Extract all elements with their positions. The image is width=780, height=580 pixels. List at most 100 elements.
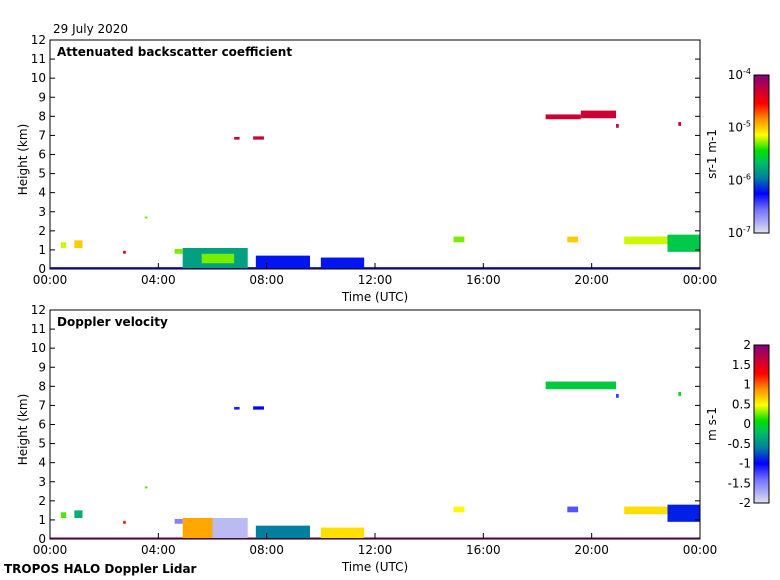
panel-title: Doppler velocity xyxy=(57,315,168,329)
colorbar-tick-label: 10-7 xyxy=(728,225,751,240)
data-patch xyxy=(624,506,668,515)
y-tick-label: 7 xyxy=(38,128,46,142)
data-patch xyxy=(667,504,700,522)
y-tick-label: 9 xyxy=(38,90,46,104)
colorbar-tick-label: 10-4 xyxy=(728,67,751,82)
x-tick-label: 08:00 xyxy=(249,273,284,287)
x-tick-label: 08:00 xyxy=(249,543,284,557)
x-tick-label: 16:00 xyxy=(466,273,501,287)
data-patch xyxy=(144,486,148,489)
plot-frame xyxy=(49,309,701,540)
data-patch xyxy=(234,406,240,410)
data-patch xyxy=(253,136,264,140)
y-tick-label: 3 xyxy=(38,475,46,489)
x-axis-label: Time (UTC) xyxy=(341,290,408,304)
data-patch xyxy=(580,110,617,119)
x-tick-label: 04:00 xyxy=(141,543,176,557)
data-patch xyxy=(253,406,264,410)
y-tick-label: 3 xyxy=(38,205,46,219)
y-tick-label: 2 xyxy=(38,494,46,508)
colorbar xyxy=(753,344,770,504)
panel-title: Attenuated backscatter coefficient xyxy=(57,45,292,59)
y-tick-label: 10 xyxy=(31,341,46,355)
data-patch xyxy=(545,381,617,390)
y-tick-label: 2 xyxy=(38,224,46,238)
x-tick-label: 12:00 xyxy=(358,273,393,287)
data-patch xyxy=(453,506,465,513)
x-tick-label: 20:00 xyxy=(574,273,609,287)
data-patch xyxy=(255,525,310,539)
colorbar-label-velocity: m s-1 xyxy=(705,407,719,441)
y-tick-label: 10 xyxy=(31,71,46,85)
y-tick-label: 12 xyxy=(31,33,46,47)
y-tick-label: 6 xyxy=(38,418,46,432)
data-patch xyxy=(174,248,183,254)
colorbar-tick-label: 1.5 xyxy=(732,358,751,372)
y-tick-label: 7 xyxy=(38,398,46,412)
data-patch xyxy=(545,114,581,120)
x-tick-label: 00:00 xyxy=(33,273,68,287)
y-tick-label: 5 xyxy=(38,167,46,181)
data-patch xyxy=(624,236,668,245)
y-tick-label: 11 xyxy=(31,52,46,66)
data-patch xyxy=(74,510,83,519)
x-tick-label: 12:00 xyxy=(358,543,393,557)
data-patch xyxy=(320,527,365,539)
y-tick-label: 4 xyxy=(38,456,46,470)
data-patch xyxy=(255,255,310,269)
footer-label: TROPOS HALO Doppler Lidar xyxy=(4,562,197,576)
y-tick-label: 5 xyxy=(38,437,46,451)
colorbar-tick-label: -1.5 xyxy=(728,476,751,490)
data-patch xyxy=(678,122,682,126)
plot-frame xyxy=(49,39,701,270)
y-tick-label: 0 xyxy=(38,532,46,546)
y-tick-label: 1 xyxy=(38,513,46,527)
colorbar-tick-label: 2 xyxy=(743,338,751,352)
x-tick-label: 00:00 xyxy=(683,543,718,557)
y-axis-label: Height (km) xyxy=(16,394,30,465)
colorbar xyxy=(753,74,770,234)
data-patch xyxy=(616,393,619,398)
data-patch xyxy=(144,216,148,219)
y-tick-label: 8 xyxy=(38,379,46,393)
y-tick-label: 11 xyxy=(31,322,46,336)
data-patch xyxy=(60,512,67,519)
data-patch xyxy=(567,236,579,243)
data-patch xyxy=(616,123,619,128)
data-patch xyxy=(123,250,126,254)
x-tick-label: 00:00 xyxy=(683,273,718,287)
data-patch xyxy=(201,253,235,264)
colorbar-tick-label: 10-6 xyxy=(728,172,751,187)
y-tick-label: 0 xyxy=(38,262,46,276)
y-tick-label: 1 xyxy=(38,243,46,257)
y-tick-label: 12 xyxy=(31,303,46,317)
data-patch xyxy=(667,234,700,252)
data-patch xyxy=(74,240,83,249)
x-tick-label: 00:00 xyxy=(33,543,68,557)
colorbar-tick-label: 0 xyxy=(743,417,751,431)
y-tick-label: 9 xyxy=(38,360,46,374)
y-tick-label: 6 xyxy=(38,148,46,162)
colorbar-tick-label: -1 xyxy=(739,457,751,471)
x-tick-label: 16:00 xyxy=(466,543,501,557)
data-patch xyxy=(182,518,213,539)
y-tick-label: 8 xyxy=(38,109,46,123)
data-patch xyxy=(320,257,365,269)
x-tick-label: 20:00 xyxy=(574,543,609,557)
data-patch xyxy=(567,506,579,513)
colorbar-tick-label: 10-5 xyxy=(728,120,751,135)
y-axis-label: Height (km) xyxy=(16,124,30,195)
data-patch xyxy=(123,520,126,524)
data-patch xyxy=(174,518,183,524)
colorbar-tick-label: -2 xyxy=(739,496,751,510)
data-patch xyxy=(678,392,682,396)
data-patch xyxy=(234,136,240,140)
date-label: 29 July 2020 xyxy=(53,22,128,36)
colorbar-tick-label: 1 xyxy=(743,378,751,392)
x-axis-label: Time (UTC) xyxy=(341,560,408,574)
data-patch xyxy=(60,242,67,249)
colorbar-tick-label: 0.5 xyxy=(732,397,751,411)
